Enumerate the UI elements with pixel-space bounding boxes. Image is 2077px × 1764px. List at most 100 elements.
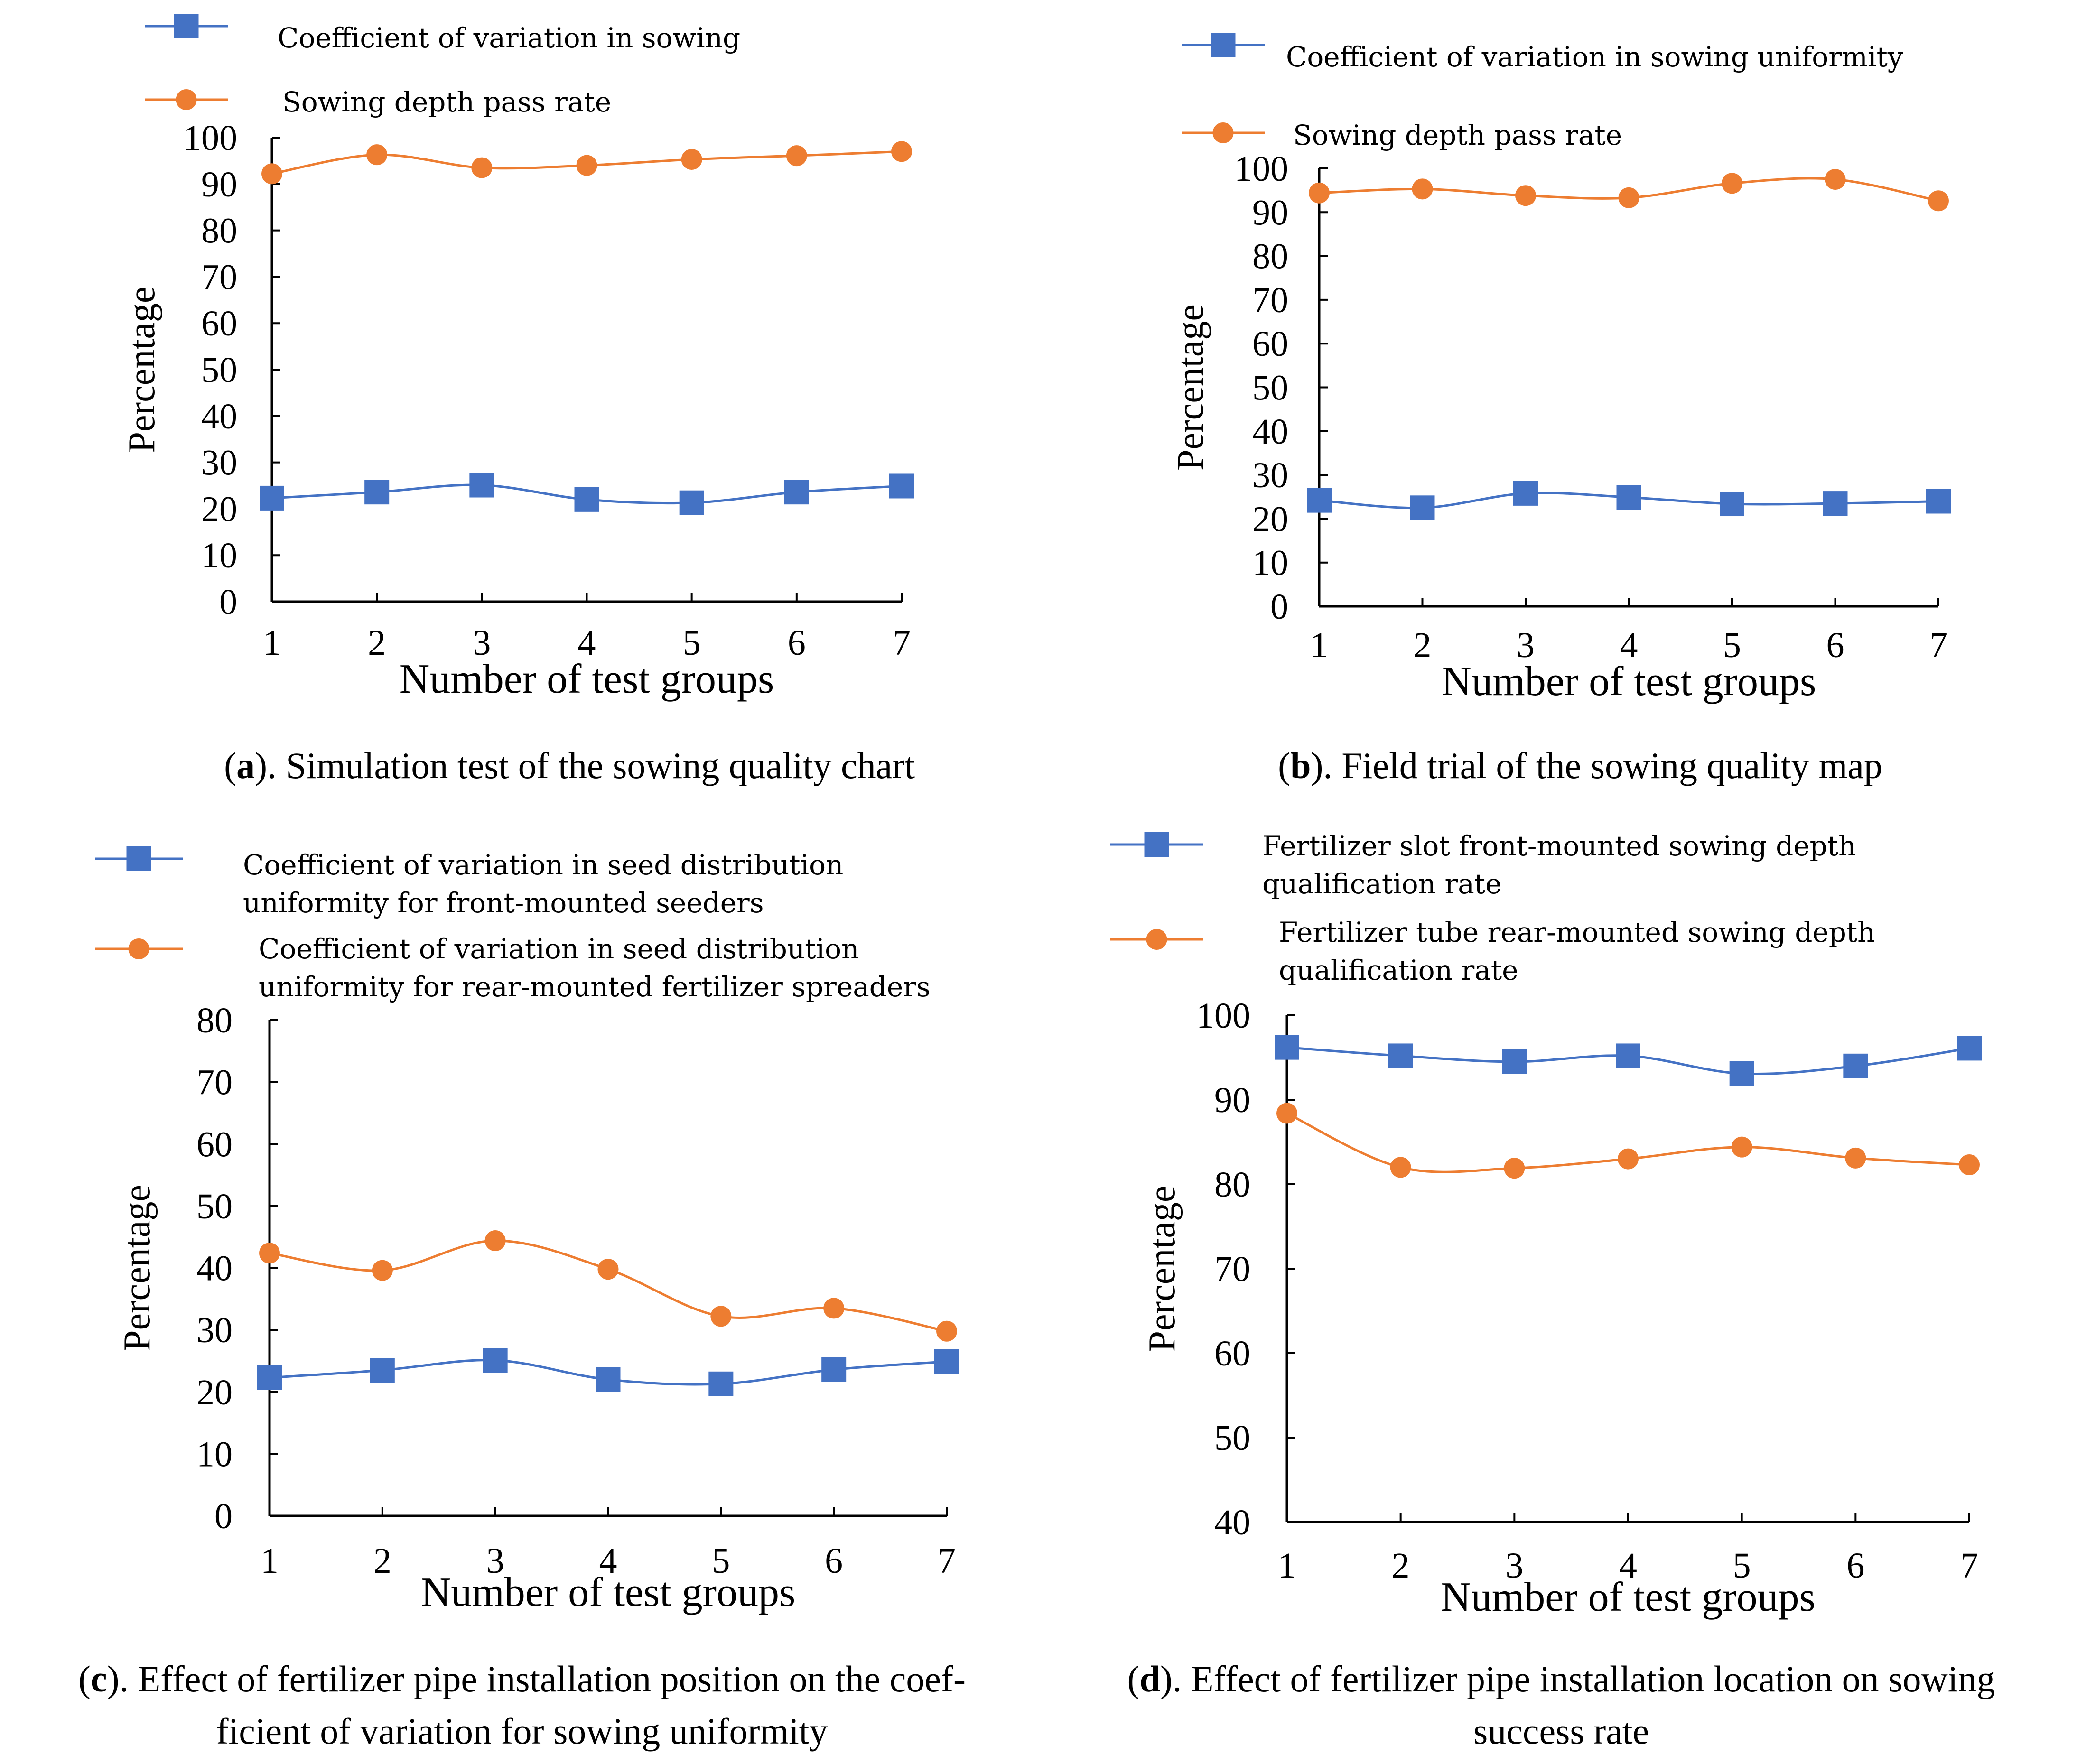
data-point — [1823, 491, 1848, 516]
panel-a: 0 10 20 30 40 50 60 70 80 90 100 1 2 3 4 5 6 7 Number of t… — [121, 14, 915, 786]
series-blue — [260, 473, 914, 515]
y-tick-label: 40 — [1214, 1503, 1250, 1542]
y-tick-label: 0 — [219, 582, 237, 622]
data-point — [1957, 1036, 1982, 1061]
data-point — [679, 490, 704, 515]
caption-text: ). Effect of fertilizer pipe installatio… — [1160, 1658, 1995, 1699]
panel-c: 0 10 20 30 40 50 60 70 80 1 2 3 4 5 6 7 Number of test g… — [78, 846, 966, 1752]
y-tick-label: 40 — [201, 397, 237, 436]
data-point — [934, 1349, 959, 1374]
y-tick-label: 20 — [196, 1373, 233, 1412]
x-tick-label: 5 — [1723, 625, 1741, 665]
data-point — [1504, 1158, 1525, 1179]
series-blue — [1275, 1035, 1982, 1086]
data-point — [1618, 187, 1639, 208]
panel-caption: (b). Field trial of the sowing quality m… — [1278, 745, 1882, 786]
y-tick-label: 70 — [1214, 1249, 1250, 1289]
x-tick-label: 2 — [373, 1541, 391, 1581]
data-point — [1731, 1136, 1752, 1158]
caption-text: ). Simulation test of the sowing quality… — [255, 745, 915, 786]
x-tick-label: 5 — [683, 623, 701, 663]
y-tick-label: 70 — [1252, 280, 1288, 320]
data-point — [259, 1243, 280, 1264]
y-tick-label: 50 — [201, 350, 237, 390]
data-point — [1729, 1061, 1754, 1086]
data-point — [366, 144, 388, 166]
data-point — [471, 157, 493, 178]
data-point — [1275, 1035, 1299, 1060]
legend-label: qualification rate — [1262, 868, 1501, 900]
series-line — [269, 1239, 947, 1333]
legend-label: Coefficient of variation in sowing — [278, 22, 740, 54]
panel-d: 40 50 60 70 80 90 100 1 2 3 4 5 6 7 Number of test gro… — [1110, 830, 1995, 1752]
data-point — [784, 480, 809, 505]
y-tick-label: 70 — [201, 257, 237, 297]
data-point — [1825, 169, 1846, 190]
legend-marker — [176, 89, 197, 110]
caption-paren: ( — [224, 745, 236, 786]
data-point — [821, 1357, 847, 1382]
x-tick-label: 4 — [578, 623, 596, 663]
caption-letter: b — [1290, 745, 1311, 786]
caption-paren: ( — [1278, 745, 1290, 786]
y-tick-label: 20 — [201, 489, 237, 529]
data-point — [1926, 489, 1951, 514]
y-tick-label: 0 — [1270, 587, 1288, 627]
y-tick-label: 40 — [196, 1249, 233, 1289]
x-tick-label: 5 — [712, 1541, 730, 1581]
x-tick-label: 3 — [1505, 1546, 1523, 1586]
y-tick-label: 50 — [1214, 1418, 1250, 1458]
data-point — [1388, 1043, 1413, 1068]
data-point — [1722, 173, 1742, 194]
x-tick-label: 7 — [1960, 1546, 1978, 1586]
data-point — [1309, 182, 1330, 204]
x-tick-label: 7 — [893, 623, 911, 663]
caption-letter: d — [1140, 1658, 1160, 1699]
data-point — [372, 1260, 393, 1281]
caption-line: ficient of variation for sowing uniformi… — [216, 1710, 828, 1752]
y-tick-label: 80 — [1214, 1165, 1250, 1205]
data-point — [260, 485, 284, 511]
data-point — [1307, 488, 1332, 513]
data-point — [469, 473, 494, 498]
y-tick-label: 60 — [196, 1124, 233, 1164]
y-tick-label: 90 — [1214, 1080, 1250, 1120]
x-tick-label: 1 — [1310, 625, 1328, 665]
y-tick-label: 10 — [1252, 543, 1288, 583]
y-tick-label: 90 — [1252, 193, 1288, 232]
legend-label: Sowing depth pass rate — [282, 86, 611, 118]
legend-label: Fertilizer tube rear-mounted sowing dept… — [1279, 916, 1875, 948]
y-axis-label: Percentage — [1141, 1186, 1183, 1352]
data-point — [786, 145, 807, 167]
data-point — [1276, 1103, 1297, 1124]
x-tick-label: 3 — [486, 1541, 504, 1581]
legend-entry: Coefficient of variation in seed distrib… — [95, 933, 931, 1003]
x-tick-label: 3 — [473, 623, 491, 663]
panel-caption: (d). Effect of fertilizer pipe installat… — [1127, 1658, 1995, 1752]
x-tick-label: 4 — [599, 1541, 617, 1581]
y-axis-label: Percentage — [1170, 304, 1211, 471]
x-tick-label: 4 — [1620, 625, 1638, 665]
data-point — [1616, 485, 1641, 510]
data-point — [1390, 1157, 1411, 1178]
data-point — [370, 1358, 395, 1383]
x-tick-label: 6 — [1846, 1546, 1864, 1586]
x-tick-label: 6 — [788, 623, 806, 663]
y-axis-label: Percentage — [116, 1185, 158, 1351]
legend-marker — [1144, 832, 1169, 857]
y-tick-label: 100 — [1234, 149, 1288, 189]
x-tick-label: 5 — [1733, 1546, 1751, 1586]
legend-label: uniformity for front-mounted seeders — [243, 887, 764, 919]
x-tick-label: 2 — [368, 623, 386, 663]
legend-entry: Fertilizer slot front-mounted sowing dep… — [1110, 830, 1856, 900]
caption-paren: ( — [78, 1658, 91, 1699]
legend-entry: Coefficient of variation in sowing unifo… — [1182, 33, 1903, 73]
data-point — [483, 1348, 508, 1373]
legend-entry: Sowing depth pass rate — [1182, 119, 1622, 151]
legend-marker — [128, 938, 149, 959]
caption-line: (c). Effect of fertilizer pipe installat… — [78, 1658, 966, 1699]
data-point — [889, 473, 914, 499]
data-point — [1502, 1049, 1527, 1074]
series-blue — [257, 1348, 959, 1396]
